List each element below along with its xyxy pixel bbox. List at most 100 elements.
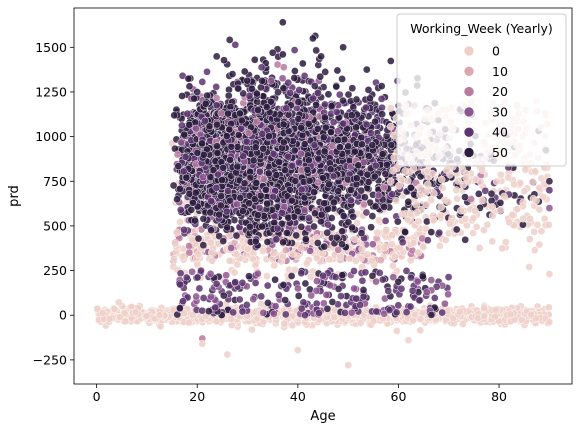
data-point: [453, 194, 462, 203]
data-point: [368, 256, 376, 265]
data-point: [176, 304, 184, 312]
data-point: [291, 67, 299, 75]
data-point: [227, 244, 236, 252]
data-point: [173, 195, 181, 204]
data-point: [422, 288, 431, 297]
data-point: [271, 275, 279, 284]
data-point: [207, 292, 215, 301]
data-point: [142, 312, 151, 320]
data-point: [384, 287, 393, 295]
data-point: [294, 292, 303, 300]
data-point: [249, 295, 258, 304]
data-point: [207, 248, 216, 257]
data-point: [491, 306, 500, 314]
data-point: [279, 252, 287, 261]
data-point: [270, 309, 278, 318]
data-point: [378, 275, 387, 284]
data-point: [338, 227, 346, 236]
data-point: [114, 298, 123, 307]
data-point: [263, 272, 271, 280]
data-point: [281, 296, 290, 304]
data-point: [380, 243, 389, 252]
data-point: [368, 212, 377, 220]
data-point: [227, 315, 235, 323]
data-point: [212, 52, 221, 61]
data-point: [269, 249, 278, 258]
data-point: [322, 291, 331, 299]
data-point: [430, 294, 439, 302]
data-point: [271, 302, 280, 310]
data-point: [326, 281, 335, 290]
data-point: [361, 268, 370, 277]
data-point: [199, 241, 208, 250]
data-point: [501, 238, 510, 246]
data-point: [313, 277, 321, 285]
data-point: [280, 319, 289, 328]
data-point: [461, 235, 470, 244]
data-point: [230, 268, 239, 277]
data-point: [212, 101, 221, 110]
data-point: [306, 285, 314, 294]
data-point: [441, 299, 449, 308]
data-point: [176, 280, 185, 289]
data-point: [204, 307, 213, 316]
data-point: [409, 316, 417, 325]
data-point: [372, 277, 380, 286]
data-point: [331, 273, 340, 281]
data-point: [238, 278, 247, 287]
data-point: [382, 227, 390, 236]
data-point: [377, 95, 386, 103]
data-point: [281, 310, 290, 319]
data-point: [178, 252, 187, 261]
data-point: [345, 254, 354, 263]
data-point: [254, 269, 262, 278]
data-point: [323, 304, 332, 313]
data-point: [233, 200, 241, 209]
data-point: [359, 286, 368, 294]
data-point: [171, 239, 180, 248]
data-point: [251, 261, 260, 269]
data-point: [545, 318, 554, 326]
data-point: [341, 309, 349, 317]
data-point: [372, 307, 381, 316]
data-point: [398, 238, 407, 247]
data-point: [413, 277, 422, 286]
data-point: [290, 74, 299, 82]
data-point: [188, 267, 196, 276]
data-point: [407, 273, 415, 282]
data-point: [388, 240, 396, 248]
data-point: [231, 278, 240, 287]
data-point: [530, 246, 539, 255]
data-point: [319, 271, 327, 280]
data-point: [336, 252, 345, 261]
data-point: [358, 276, 367, 285]
data-point: [517, 316, 526, 324]
data-point: [333, 66, 342, 75]
data-point: [459, 320, 467, 328]
data-point: [397, 284, 406, 293]
data-point: [206, 269, 215, 278]
data-point: [394, 301, 403, 310]
data-point: [170, 254, 178, 263]
data-point: [279, 281, 288, 289]
data-point: [251, 279, 260, 287]
data-point: [474, 190, 483, 198]
data-point: [480, 312, 489, 321]
data-point: [409, 239, 418, 247]
data-point: [264, 299, 272, 307]
data-point: [393, 327, 401, 335]
data-point: [504, 173, 513, 182]
data-point: [377, 256, 385, 264]
data-point: [182, 273, 191, 282]
data-point: [238, 307, 247, 316]
data-point: [110, 305, 119, 313]
data-point: [288, 249, 297, 258]
data-point: [491, 312, 500, 321]
data-point: [455, 307, 464, 316]
data-point: [394, 277, 403, 286]
data-point: [444, 290, 452, 299]
data-point: [173, 228, 181, 237]
data-point: [427, 276, 436, 284]
data-point: [259, 308, 268, 317]
